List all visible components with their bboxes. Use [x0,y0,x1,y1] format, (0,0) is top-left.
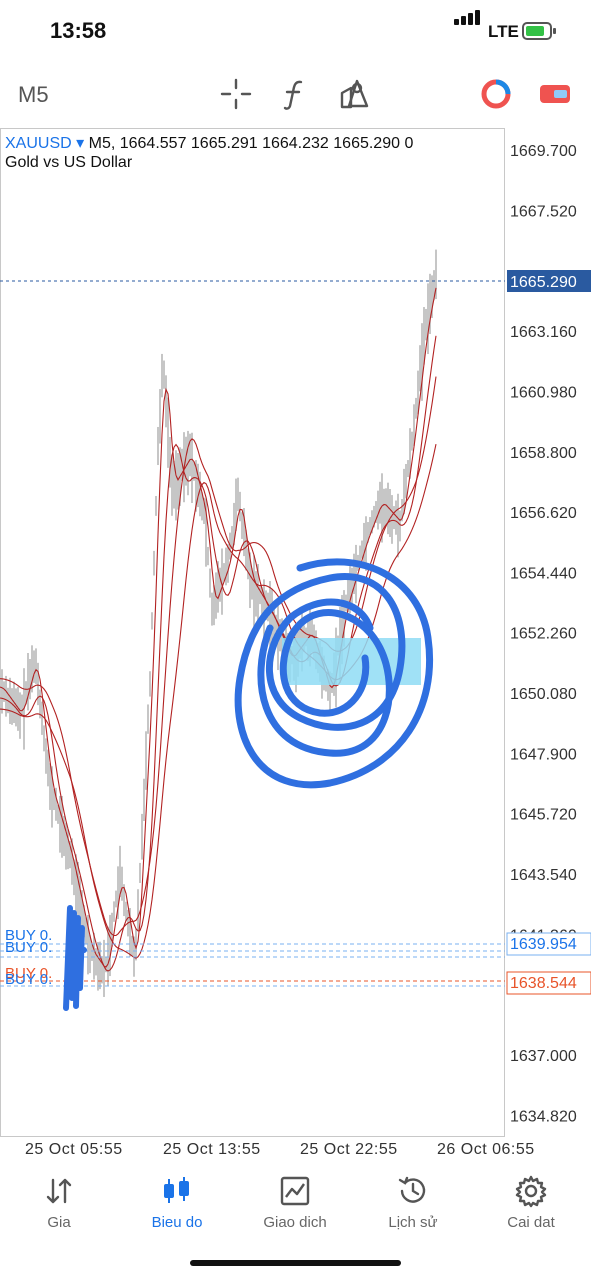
order-price-label: 1639.954 [510,936,577,953]
current-price-label: 1665.290 [510,274,577,291]
symbol-selector[interactable]: XAUUSD [5,135,72,152]
objects-icon[interactable] [337,76,373,112]
timeframe-clock-icon[interactable] [478,76,514,112]
y-tick: 1643.540 [510,867,577,884]
moving-average-line [0,376,437,937]
nav-chart[interactable]: Bieu do [118,1168,236,1231]
nav-label: Gia [47,1214,71,1231]
nav-trade[interactable]: Giao dich [236,1168,354,1231]
symbol-description: Gold vs US Dollar [5,154,133,171]
nav-history[interactable]: Lịch sử [354,1168,472,1231]
timeframe-button[interactable]: M5 [18,82,49,107]
order-label[interactable]: BUY 0. [5,971,52,988]
hand-drawn-mark-annotation [63,905,87,1011]
y-tick: 1658.800 [510,445,577,462]
network-label: LTE [488,22,519,41]
home-indicator [190,1260,401,1266]
moving-average-line [0,335,437,972]
y-tick: 1634.820 [510,1108,577,1125]
chart-toolbar: M5 [0,68,591,122]
y-tick: 1637.000 [510,1048,577,1065]
current-price-marker [507,270,591,292]
trade-chart-icon [280,1176,310,1206]
candle-series [1,249,437,997]
nav-label: Lịch sử [388,1214,438,1231]
bottom-navigation: Gia Bieu do Giao dich Lịch sử Cai dat [0,1168,591,1248]
y-tick: 1650.080 [510,686,577,703]
order-price-marker [506,932,591,956]
chart-header: XAUUSD ▾ M5, 1664.557 1665.291 1664.232 … [5,133,413,153]
y-tick: 1654.440 [510,565,577,582]
nav-label: Cai dat [507,1214,555,1231]
chevron-down-icon[interactable]: ▾ [71,135,89,152]
x-tick: 26 Oct 06:55 [437,1141,535,1158]
nav-label: Bieu do [151,1214,203,1231]
arrows-icon [46,1178,72,1204]
status-bar: 13:58 LTE [0,0,591,62]
order-label[interactable]: BUY 0. [5,965,52,982]
order-price-label: 1638.544 [510,975,577,992]
chart-canvas[interactable]: BUY 0. BUY 0. BUY 0. BUY 0. 1669.700 1667… [0,128,591,1138]
nav-settings[interactable]: Cai dat [472,1168,590,1231]
x-tick: 25 Oct 05:55 [25,1141,123,1158]
status-time: 13:58 [50,18,107,43]
gear-icon [515,1175,547,1208]
y-tick: 1663.160 [510,324,577,341]
y-tick: 1647.900 [510,746,577,763]
hand-drawn-circle-annotation [234,558,433,789]
trade-toggle-icon[interactable] [537,76,573,112]
crosshair-icon[interactable] [218,76,254,112]
x-tick: 25 Oct 22:55 [300,1141,398,1158]
y-tick: 1652.260 [510,626,577,643]
order-price-marker [506,971,591,995]
order-label[interactable]: BUY 0. [5,927,52,944]
y-tick: 1660.980 [510,384,577,401]
candles-icon [164,1177,189,1203]
nav-label: Giao dich [263,1214,327,1231]
nav-quotes[interactable]: Gia [0,1168,118,1231]
battery-icon [522,22,556,40]
y-tick: 1656.620 [510,505,577,522]
function-icon[interactable] [277,76,313,112]
price-chart[interactable]: BUY 0. BUY 0. BUY 0. BUY 0. 1669.700 1667… [0,128,591,1138]
ohlc-values: M5, 1664.557 1665.291 1664.232 1665.290 … [88,135,414,152]
x-tick: 25 Oct 13:55 [163,1141,261,1158]
y-tick: 1667.520 [510,203,577,220]
y-tick: 1669.700 [510,143,577,160]
y-tick: 1645.720 [510,807,577,824]
history-icon [398,1176,426,1203]
order-label[interactable]: BUY 0. [5,939,52,956]
moving-average-line [0,287,437,968]
